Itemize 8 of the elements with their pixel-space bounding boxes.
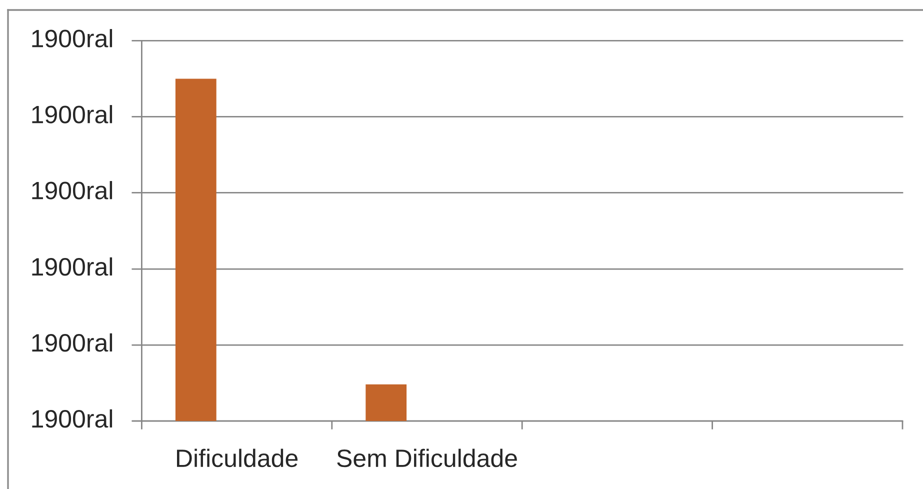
ref-line-label: 1900ral (32, 105, 112, 124)
x-tick-label: Dificuldade (177, 448, 298, 468)
ref-line-label: 1900ral (32, 257, 112, 276)
ref-line-label: 1900ral (32, 333, 112, 352)
text: 1900ral (32, 409, 112, 428)
x-tick-label: Sem Dificuldade (337, 448, 517, 468)
ref-line-label: 1900ral (32, 181, 112, 200)
ref-line-label: 1900ral (32, 29, 112, 48)
